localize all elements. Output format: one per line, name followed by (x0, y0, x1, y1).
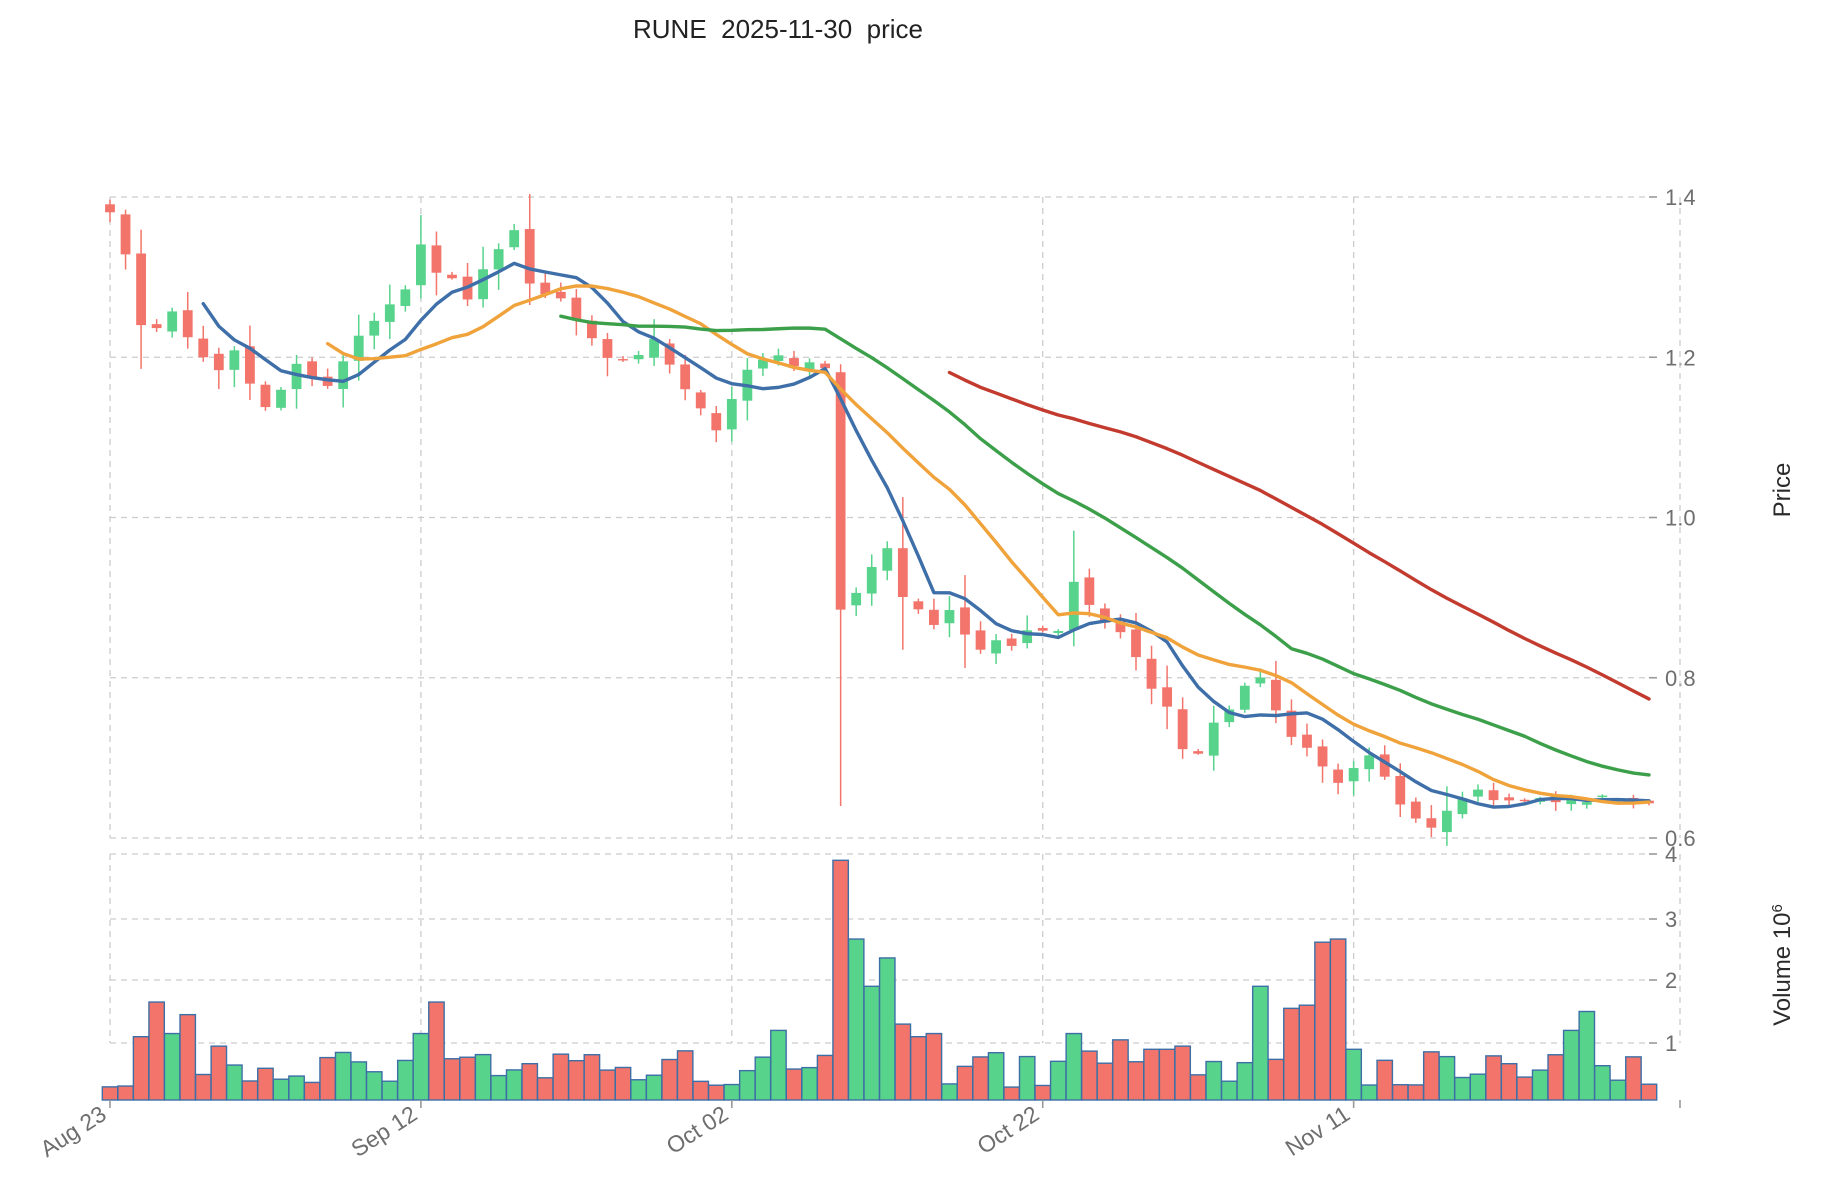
svg-text:Nov 11: Nov 11 (1281, 1100, 1355, 1161)
svg-text:Oct 22: Oct 22 (972, 1100, 1043, 1159)
svg-text:1: 1 (1665, 1031, 1677, 1056)
svg-text:2: 2 (1665, 968, 1677, 993)
svg-text:Sep 12: Sep 12 (346, 1100, 421, 1162)
svg-text:Aug 23: Aug 23 (35, 1100, 110, 1162)
svg-text:Oct 02: Oct 02 (662, 1100, 733, 1159)
svg-text:Price: Price (1769, 463, 1796, 518)
svg-text:4: 4 (1665, 842, 1677, 867)
svg-text:3: 3 (1665, 907, 1677, 932)
svg-text:Volume 106: Volume 106 (1769, 904, 1797, 1026)
